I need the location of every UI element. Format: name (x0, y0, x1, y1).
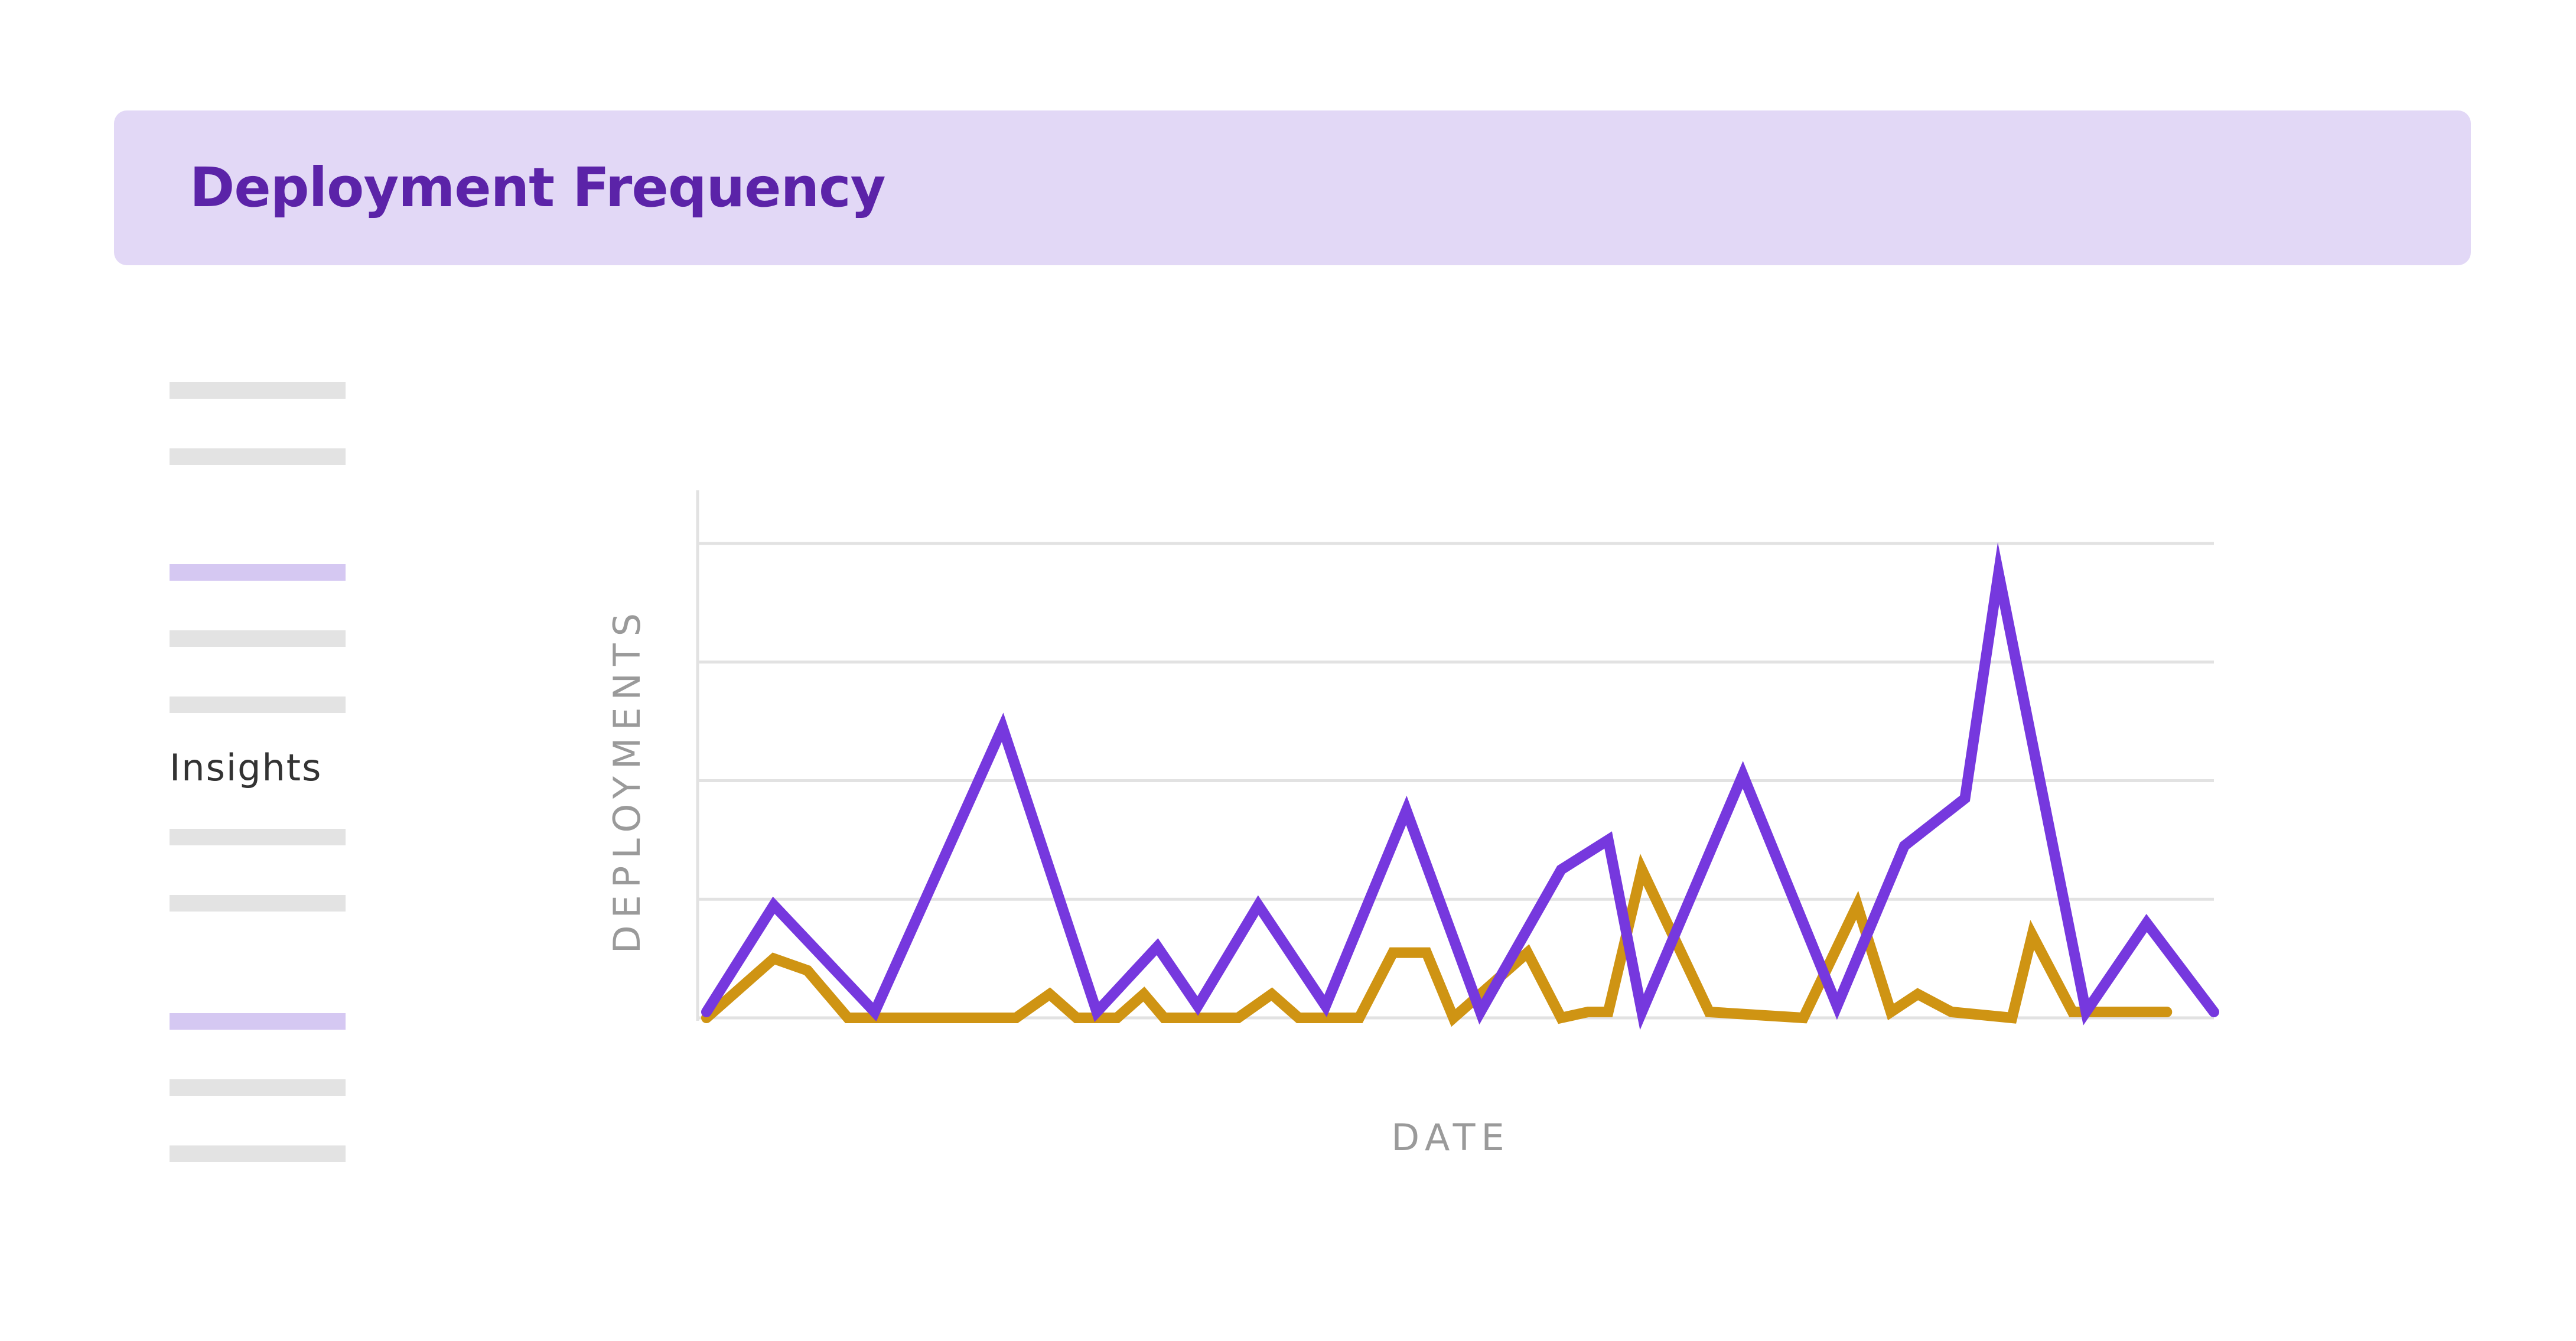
x-axis-label: DATE (1391, 1116, 1510, 1159)
sidebar-item-placeholder[interactable] (170, 696, 346, 713)
sidebar-item-placeholder[interactable] (170, 448, 346, 465)
sidebar-item-placeholder[interactable] (170, 1079, 346, 1096)
sidebar-item-placeholder[interactable] (170, 1145, 346, 1162)
sidebar-item-insights[interactable]: Insights (170, 746, 323, 789)
sidebar-item-placeholder-active[interactable] (170, 564, 346, 581)
page-header: Deployment Frequency (114, 110, 2471, 265)
sidebar-item-placeholder[interactable] (170, 630, 346, 647)
page-title: Deployment Frequency (190, 156, 886, 219)
sidebar-item-placeholder[interactable] (170, 895, 346, 912)
y-axis-label: DEPLOYMENTS (605, 606, 649, 953)
series-lines (701, 542, 2219, 1030)
series-line-gold (701, 854, 2173, 1027)
sidebar-item-placeholder[interactable] (170, 382, 346, 399)
series-line-purple (701, 542, 2219, 1030)
sidebar-item-placeholder-active[interactable] (170, 1013, 346, 1030)
sidebar-item-placeholder[interactable] (170, 829, 346, 845)
